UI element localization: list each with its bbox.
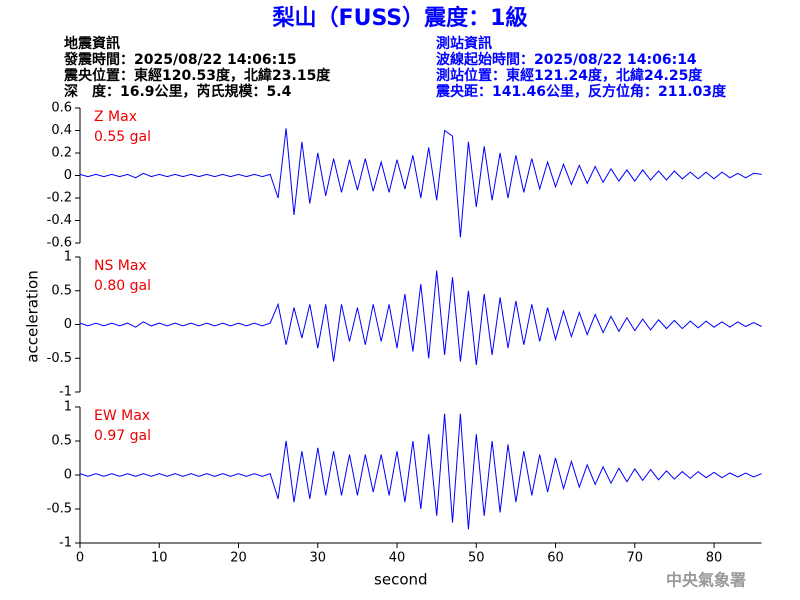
max-annotation: 0.97 gal xyxy=(94,428,151,444)
max-annotation: 0.55 gal xyxy=(94,129,151,145)
x-tick-label: 80 xyxy=(706,551,723,566)
y-tick-label: -0.4 xyxy=(47,213,72,228)
footer: 中央氣象署 xyxy=(666,571,746,590)
y-tick-label: -0.5 xyxy=(47,351,72,366)
x-tick-label: 50 xyxy=(468,551,485,566)
title: 梨山（FUSS）震度：1級 xyxy=(273,5,528,31)
x-tick-label: 10 xyxy=(151,551,168,566)
x-tick-label: 30 xyxy=(309,551,326,566)
x-tick-label: 60 xyxy=(547,551,564,566)
y-tick-label: 0 xyxy=(64,168,72,183)
max-annotation: 0.80 gal xyxy=(94,278,151,294)
waveform xyxy=(79,413,762,530)
info-left: 震央位置：東經120.53度，北緯23.15度 xyxy=(63,67,331,84)
info-right: 測站資訊 xyxy=(436,35,492,52)
max-annotation: EW Max xyxy=(94,408,150,424)
x-tick-label: 0 xyxy=(76,551,84,566)
x-tick-label: 70 xyxy=(627,551,644,566)
x-tick-label: 40 xyxy=(389,551,406,566)
max-annotation: Z Max xyxy=(94,109,137,125)
info-right: 測站位置：東經121.24度，北緯24.25度 xyxy=(436,67,703,84)
y-tick-label: 0.5 xyxy=(51,434,72,449)
y-tick-label: -0.2 xyxy=(47,191,72,206)
y-tick-label: 0.6 xyxy=(51,101,72,116)
info-left: 地震資訊 xyxy=(64,35,120,52)
waveform xyxy=(79,128,762,238)
y-tick-label: 0 xyxy=(64,317,72,332)
waveform xyxy=(79,270,762,366)
y-axis-label: acceleration xyxy=(24,270,42,362)
y-tick-label: -0.5 xyxy=(47,502,72,517)
info-right: 震央距：141.46公里，反方位角：211.03度 xyxy=(435,83,727,100)
y-tick-label: 0 xyxy=(64,468,72,483)
y-tick-label: 0.2 xyxy=(51,146,72,161)
info-left: 深 度：16.9公里，芮氏規模：5.4 xyxy=(64,83,292,100)
y-tick-label: -1 xyxy=(59,385,72,400)
info-right: 波線起始時間：2025/08/22 14:06:14 xyxy=(436,51,697,68)
x-axis-label: second xyxy=(374,571,428,589)
y-tick-label: 0.5 xyxy=(51,283,72,298)
y-tick-label: -1 xyxy=(59,536,72,551)
y-tick-label: 0.4 xyxy=(51,123,72,138)
x-tick-label: 20 xyxy=(230,551,247,566)
y-tick-label: 1 xyxy=(64,400,72,415)
info-left: 發震時間：2025/08/22 14:06:15 xyxy=(63,51,297,68)
max-annotation: NS Max xyxy=(94,258,147,274)
y-tick-label: -0.6 xyxy=(47,236,72,251)
y-tick-label: 1 xyxy=(64,250,72,265)
